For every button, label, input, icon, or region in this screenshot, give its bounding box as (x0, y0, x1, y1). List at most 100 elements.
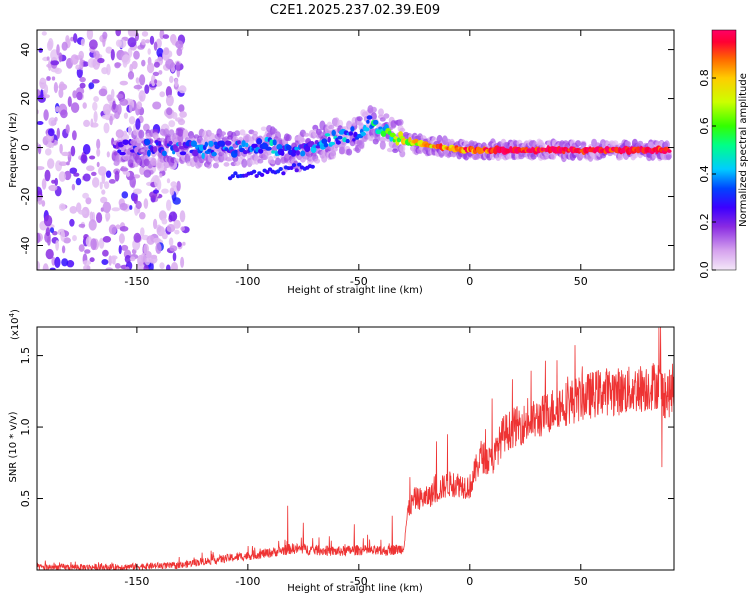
noise-blob (139, 166, 146, 175)
noise-blob (116, 104, 122, 115)
snr-x-tick-label: 50 (574, 575, 588, 588)
ridge-branch-point (278, 167, 283, 171)
noise-blob (46, 56, 50, 61)
noise-blob (135, 118, 141, 131)
ridge-point (280, 150, 285, 156)
noise-blob (41, 178, 47, 190)
ridge-point (271, 150, 276, 154)
ridge-point (158, 140, 162, 147)
ridge-point (192, 149, 199, 157)
noise-blob (73, 33, 78, 44)
noise-blob (45, 227, 51, 237)
snr-scale-label: (x104) (8, 309, 21, 340)
ridge-point (172, 150, 176, 155)
ridge-halo (399, 127, 406, 133)
noise-blob (180, 256, 185, 268)
noise-blob (54, 256, 61, 268)
noise-blob (43, 215, 53, 227)
ridge-point (398, 131, 404, 138)
noise-blob (166, 178, 171, 184)
noise-blob (105, 211, 111, 221)
ridge-point (122, 139, 129, 145)
ridge-point (179, 151, 187, 156)
ridge-branch-point (291, 163, 297, 168)
noise-blob (168, 120, 176, 128)
noise-blob (118, 233, 125, 244)
ridge-halo (378, 108, 384, 116)
ridge-point (327, 136, 331, 143)
noise-blob (89, 257, 95, 263)
noise-blob (79, 58, 84, 71)
noise-blob (90, 238, 97, 251)
noise-blob (119, 98, 129, 106)
ridge-branch-point (289, 166, 294, 170)
noise-blob (115, 39, 122, 47)
ridge-point (224, 140, 232, 146)
ridge-halo (314, 158, 321, 164)
noise-blob (178, 85, 187, 94)
noise-blob (153, 218, 158, 230)
ridge-halo (177, 128, 184, 137)
noise-blob (175, 40, 184, 49)
noise-blob (140, 227, 145, 237)
noise-blob (97, 57, 105, 64)
noise-blob (56, 127, 60, 139)
noise-blob (115, 224, 121, 230)
snr-y-ticks: 0.5 1.0 1.5 (19, 347, 674, 507)
noise-blob (71, 183, 76, 191)
noise-blob (116, 93, 124, 99)
noise-blob (182, 241, 186, 246)
ridge-halo (212, 162, 219, 169)
noise-blob (139, 212, 146, 220)
noise-blob (109, 115, 113, 126)
noise-blob (173, 219, 181, 229)
colorbar-label: Normalized spectral amplitude (738, 73, 749, 227)
noise-blob (108, 224, 117, 235)
noise-blob (133, 232, 142, 243)
noise-blob (88, 219, 97, 231)
noise-blob (37, 166, 45, 171)
ridge-halo (260, 126, 267, 132)
snr-x-label: Height of straight line (km) (287, 583, 423, 594)
noise-blob (105, 170, 112, 178)
ridge-point (300, 150, 306, 157)
ridge-halo (397, 119, 404, 126)
noise-blob (58, 203, 66, 211)
ridge-point (667, 149, 672, 153)
noise-blob (121, 244, 129, 251)
ridge-halo (339, 150, 345, 155)
noise-blob (163, 166, 167, 172)
noise-blob (146, 235, 155, 245)
noise-blob (80, 154, 88, 164)
noise-blob (153, 41, 158, 51)
noise-blob (88, 82, 95, 90)
noise-blob (114, 263, 121, 269)
spectrogram-panel: -150 -100 -50 0 50 -40 -20 0 20 40 Height of str… (8, 29, 675, 296)
noise-blob (60, 229, 65, 242)
noise-blob (51, 76, 56, 81)
noise-blob (96, 161, 100, 168)
noise-blob (86, 165, 95, 172)
ridge-point (161, 150, 167, 157)
noise-blob (159, 173, 163, 178)
noise-blob (96, 138, 101, 150)
spectrogram-y-ticks: -40 -20 0 20 40 (19, 43, 674, 254)
ridge-halo (223, 162, 230, 167)
ridge-point (168, 140, 173, 145)
ridge-point (234, 149, 238, 154)
noise-blob (115, 30, 121, 37)
ridge-branch-point (275, 169, 281, 174)
noise-blob (153, 189, 159, 194)
noise-blob (133, 84, 143, 90)
ridge-halo (575, 140, 582, 147)
noise-blob (69, 218, 75, 227)
ridge-branch-point (294, 168, 299, 173)
snr-series-line (37, 327, 674, 570)
ridge-point (376, 129, 382, 135)
noise-blob (169, 75, 174, 84)
colorbar-tick-label: 0.4 (698, 165, 711, 183)
noise-blob (112, 100, 116, 110)
colorbar-gradient (711, 29, 737, 271)
ridge-point (147, 149, 151, 157)
ridge-halo (386, 147, 393, 153)
